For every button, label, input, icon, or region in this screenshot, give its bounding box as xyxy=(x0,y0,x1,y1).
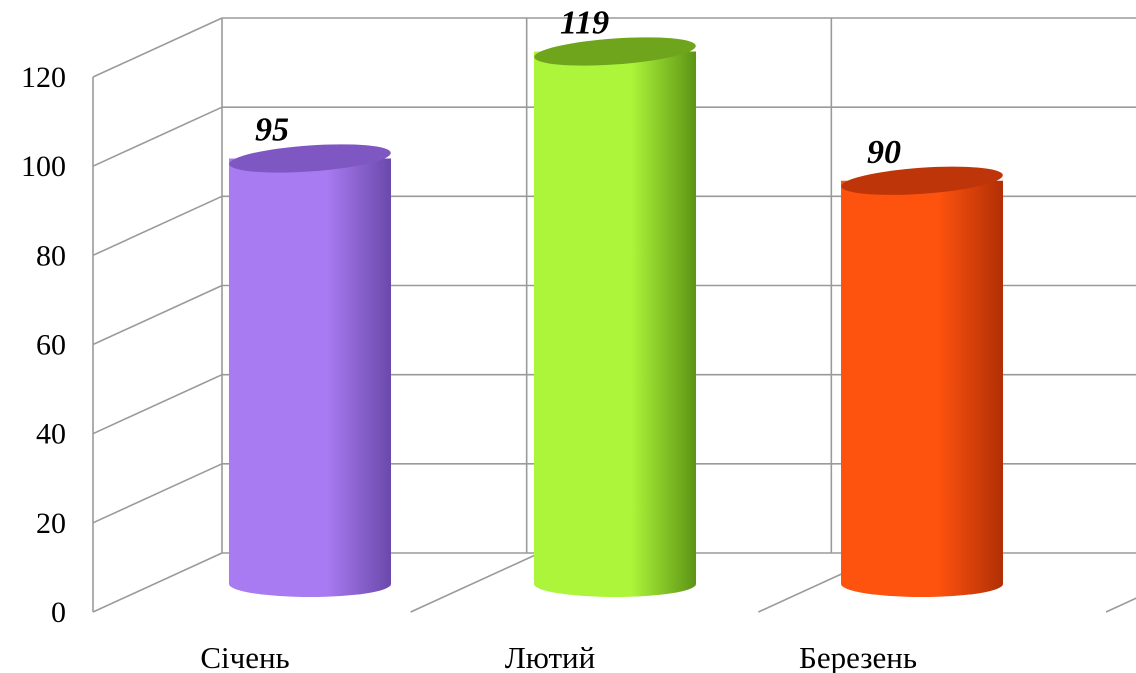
y-axis-tick-labels: 0 20 40 60 80 100 120 xyxy=(21,61,66,629)
bar-2 xyxy=(534,51,696,597)
bar-top-3 xyxy=(841,166,1003,195)
y-tick-label-40: 40 xyxy=(36,418,66,451)
category-divider-floor-3 xyxy=(1105,597,1136,613)
x-category-label-1: Січень xyxy=(200,640,289,673)
gridline-side-20 xyxy=(92,463,223,524)
bar-top-2 xyxy=(534,37,696,66)
data-label-1: 95 xyxy=(255,111,289,148)
gridline-side-40 xyxy=(92,373,223,435)
x-category-label-2: Лютий xyxy=(505,640,596,673)
bar-top-1 xyxy=(229,144,391,173)
y-tick-label-60: 60 xyxy=(36,329,66,362)
x-axis-category-labels: Січень Лютий Березень xyxy=(200,640,917,673)
bar-3 xyxy=(841,180,1003,597)
category-divider-floor-1 xyxy=(410,552,540,613)
y-tick-label-20: 20 xyxy=(36,507,66,540)
bar-1 xyxy=(229,158,391,597)
y-tick-label-0: 0 xyxy=(51,596,66,629)
bar-group xyxy=(229,37,1003,597)
gridline-side-80 xyxy=(92,195,223,257)
data-label-3: 90 xyxy=(867,134,901,171)
gridline-side-60 xyxy=(92,284,223,346)
y-tick-label-80: 80 xyxy=(36,239,66,272)
y-tick-label-120: 120 xyxy=(21,61,66,94)
data-labels: 95 119 90 xyxy=(255,4,901,170)
y-tick-label-100: 100 xyxy=(21,150,66,183)
gridline-side-120 xyxy=(92,17,223,78)
gridline-side-100 xyxy=(92,106,223,167)
x-category-label-3: Березень xyxy=(799,640,917,673)
gridline-side-0 xyxy=(92,552,223,613)
data-label-2: 119 xyxy=(560,4,609,41)
